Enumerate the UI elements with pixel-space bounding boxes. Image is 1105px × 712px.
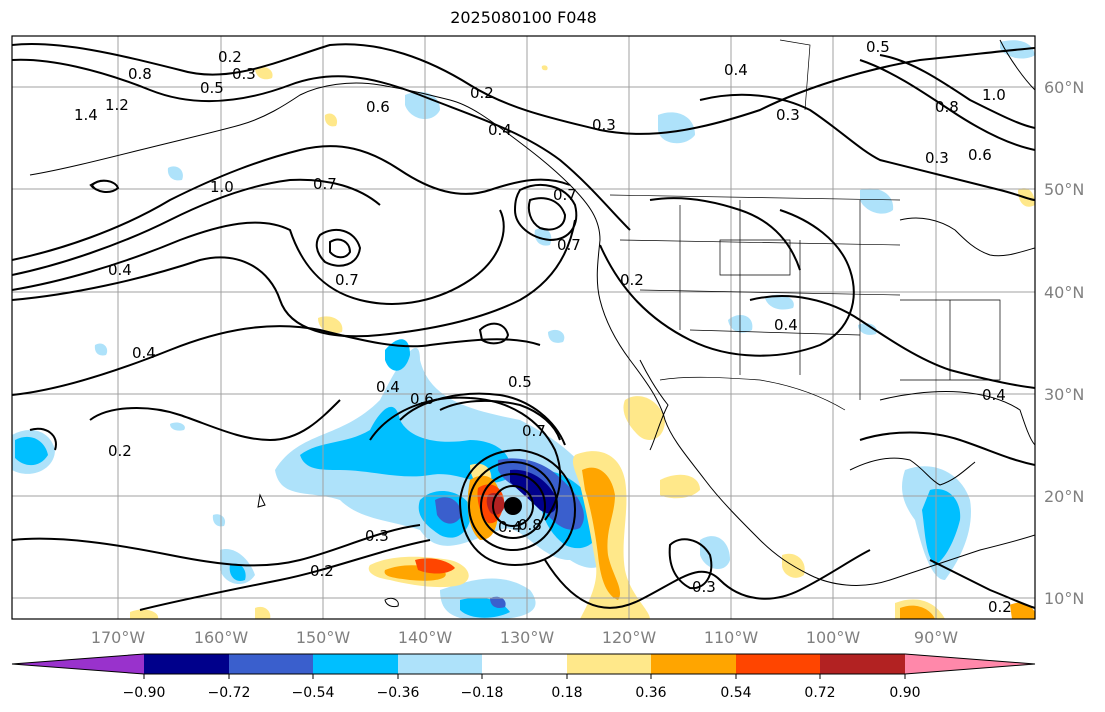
colorbar-tick-label: 0.90 [889, 685, 920, 701]
lon-label: 90°W [914, 628, 958, 647]
contour-label: 0.6 [968, 146, 992, 164]
lon-label: 130°W [500, 628, 555, 647]
contour-label: 0.2 [988, 598, 1012, 616]
contour-label: 0.8 [935, 98, 959, 116]
contour-label: 0.5 [866, 38, 890, 56]
colorbar-segment [482, 654, 567, 674]
lon-label: 110°W [704, 628, 759, 647]
contour-label: 0.2 [310, 562, 334, 580]
colorbar-segment [229, 654, 313, 674]
contour-label: 0.5 [200, 79, 224, 97]
contour-label: 0.2 [620, 271, 644, 289]
colorbar-tick-label: −0.90 [123, 685, 166, 701]
colorbar: −0.90 −0.72 −0.54 −0.36 −0.18 0.18 0.36 … [11, 653, 1036, 701]
contour-label: 0.3 [232, 65, 256, 83]
colorbar-tick-label: −0.36 [377, 685, 420, 701]
colorbar-segment [144, 654, 229, 674]
colorbar-segment [313, 654, 398, 674]
political-borders [609, 39, 1001, 411]
contour-label: 0.2 [218, 48, 242, 66]
lat-label: 10°N [1044, 589, 1084, 608]
colorbar-segment [651, 654, 736, 674]
contour-label: 1.0 [210, 178, 234, 196]
colorbar-tick-label: 0.36 [635, 685, 666, 701]
shading-layer [12, 40, 1035, 619]
contour-label: 0.4 [132, 344, 156, 362]
lon-label: 120°W [602, 628, 657, 647]
lat-label: 30°N [1044, 385, 1084, 404]
colorbar-segment [820, 654, 905, 674]
contour-label: 1.4 [74, 106, 98, 124]
colorbar-segment [736, 654, 820, 674]
contour-label: 0.4 [982, 386, 1006, 404]
longitude-labels: 170°W 160°W 150°W 140°W 130°W 120°W 110°… [91, 628, 958, 647]
contour-label: 0.2 [108, 442, 132, 460]
contour-label-group: 0.2 0.3 0.8 0.5 1.4 1.2 0.6 0.2 0.4 0.3 … [74, 38, 1012, 616]
contour-label: 0.7 [335, 271, 359, 289]
colorbar-segment [567, 654, 651, 674]
lat-label: 40°N [1044, 283, 1084, 302]
contour-label: 0.4 [108, 261, 132, 279]
contour-label: 0.7 [313, 175, 337, 193]
contour-label: 0.4 [774, 316, 798, 334]
contour-label: 0.4 [488, 121, 512, 139]
contour-label: 0.3 [776, 106, 800, 124]
contour-label: 0.8 [518, 516, 542, 534]
contour-label: 0.7 [557, 236, 581, 254]
contour-label: 0.2 [470, 84, 494, 102]
contour-label: 0.7 [553, 186, 577, 204]
colorbar-segment [398, 654, 482, 674]
contour-label: 0.5 [508, 373, 532, 391]
contour-label: 0.4 [376, 378, 400, 396]
contour-label: 0.4 [498, 518, 522, 536]
colorbar-tick-label: −0.18 [461, 685, 504, 701]
contour-label: 0.3 [692, 578, 716, 596]
contour-label: 0.3 [925, 149, 949, 167]
lat-label: 60°N [1044, 78, 1084, 97]
contour-lines [12, 43, 1035, 611]
colorbar-tick-label: 0.72 [804, 685, 835, 701]
colorbar-tick-label: −0.54 [292, 685, 335, 701]
colorbar-tick-label: 0.54 [720, 685, 751, 701]
contour-label: 0.3 [592, 116, 616, 134]
contour-label: 0.8 [128, 65, 152, 83]
contour-label: 0.3 [365, 527, 389, 545]
contour-label: 0.6 [366, 98, 390, 116]
colorbar-extend-high [905, 654, 1035, 674]
lon-label: 140°W [398, 628, 453, 647]
contour-label: 1.0 [982, 86, 1006, 104]
contour-label: 0.6 [410, 390, 434, 408]
contour-label: 0.4 [724, 61, 748, 79]
lon-label: 170°W [91, 628, 146, 647]
contour-label: 0.7 [522, 422, 546, 440]
lat-label: 20°N [1044, 487, 1084, 506]
map-frame [11, 35, 1036, 620]
contour-label: 1.2 [105, 96, 129, 114]
lon-label: 160°W [194, 628, 249, 647]
colorbar-tick-label: −0.72 [208, 685, 251, 701]
latitude-labels: 60°N 50°N 40°N 30°N 20°N 10°N [1044, 78, 1084, 608]
colorbar-extend-low [12, 654, 144, 674]
lon-label: 100°W [806, 628, 861, 647]
lat-label: 50°N [1044, 180, 1084, 199]
lon-label: 150°W [296, 628, 351, 647]
colorbar-tick-label: 0.18 [551, 685, 582, 701]
coastlines [29, 39, 1035, 608]
map-title: 2025080100 F048 [450, 8, 597, 27]
